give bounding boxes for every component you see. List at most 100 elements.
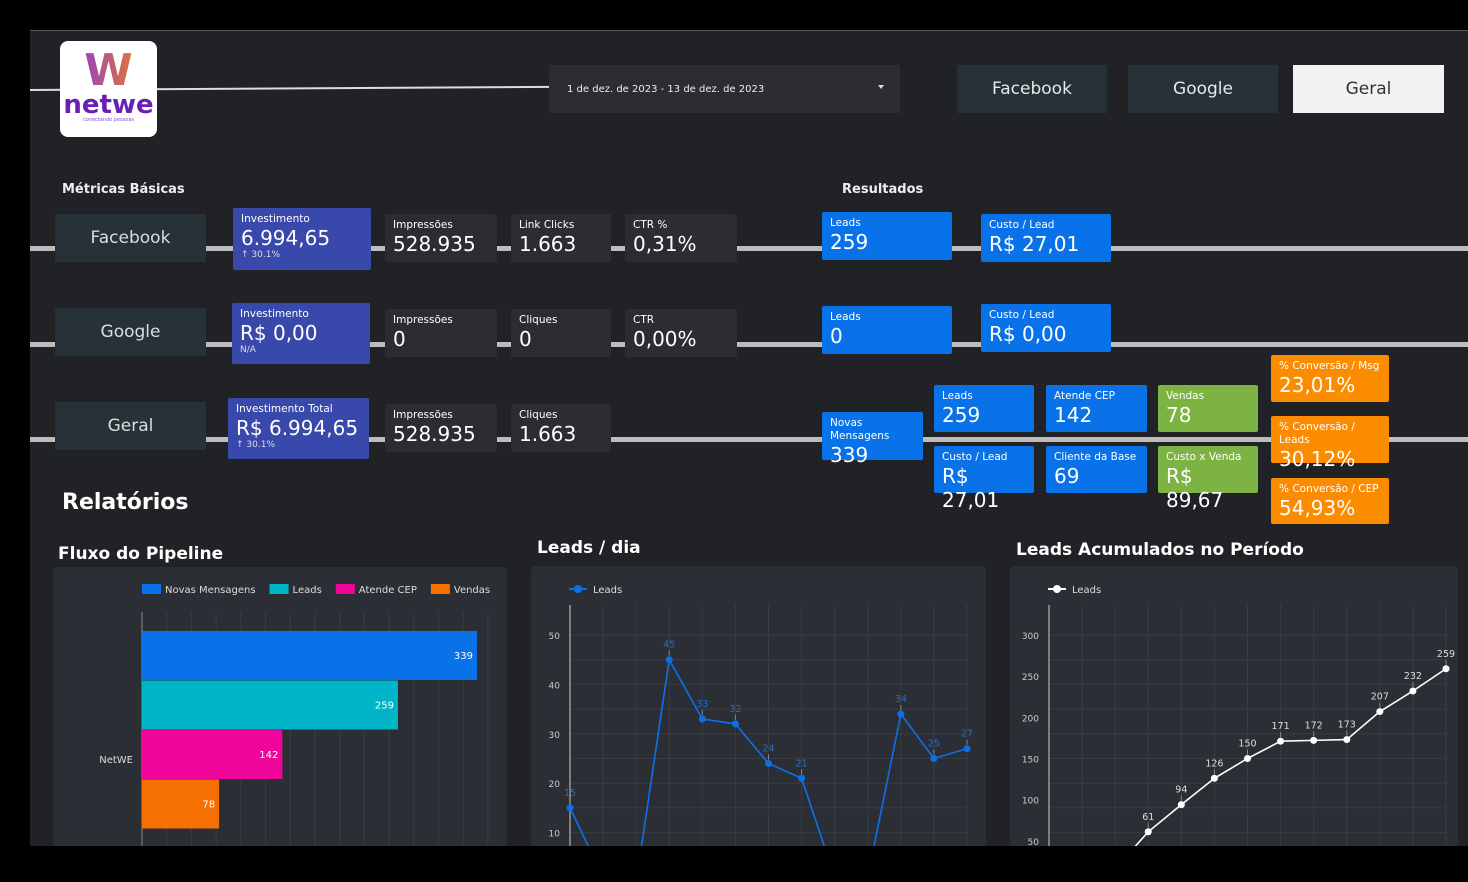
metric-card-facebook-ctr: CTR % 0,31% [625, 214, 737, 262]
data-point [765, 759, 772, 767]
data-point [698, 715, 706, 723]
legend-label: Novas Mensagens [165, 585, 256, 596]
metric-value: 23,01% [1279, 373, 1356, 397]
section-title-results: Resultados [842, 182, 924, 197]
metric-value: 54,93% [1279, 496, 1356, 520]
data-point [566, 804, 574, 812]
metric-card-geral-conv_cep: % Conversão / CEP 54,93% [1271, 478, 1389, 524]
metric-label: % Conversão / Leads [1279, 421, 1355, 446]
data-label: 61 [1142, 812, 1154, 823]
metric-label: Cliques [519, 314, 558, 326]
y-tick-label: 150 [1022, 756, 1039, 766]
data-label: 94 [1175, 785, 1187, 796]
metric-card-geral-clicks: Cliques 1.663 [511, 404, 611, 452]
y-tick-label: 10 [549, 830, 561, 840]
y-tick-label: 20 [549, 780, 561, 790]
data-label: 27 [961, 729, 973, 740]
data-point [1310, 736, 1318, 744]
legend-swatch [269, 584, 289, 594]
data-point [897, 710, 905, 718]
metric-value: 69 [1054, 464, 1080, 488]
metric-label: Cliente da Base [1054, 451, 1137, 463]
metric-label: Impressões [393, 409, 453, 421]
tab-geral[interactable]: Geral [1293, 65, 1444, 113]
row-label-google[interactable]: Google [55, 308, 206, 356]
metric-label: CTR [633, 314, 655, 326]
data-point [1343, 736, 1351, 744]
bar [142, 779, 220, 829]
metric-value: R$ 27,01 [989, 232, 1080, 256]
metric-label: % Conversão / Msg [1279, 360, 1380, 372]
tab-facebook[interactable]: Facebook [957, 65, 1107, 113]
data-label: 339 [454, 651, 473, 662]
data-point [798, 774, 806, 782]
legend-label: Vendas [454, 585, 490, 596]
metric-label: Custo x Venda [1166, 451, 1242, 463]
y-tick-label: 300 [1022, 632, 1039, 642]
metric-delta: N/A [240, 345, 256, 355]
metric-value: 0 [519, 327, 532, 351]
metric-label: Investimento Total [236, 403, 333, 415]
metric-value: 78 [1166, 403, 1192, 427]
data-point [731, 720, 739, 728]
data-label: 126 [1205, 758, 1223, 769]
metric-value: R$ 27,01 [942, 464, 1000, 512]
legend-label: Leads [1072, 585, 1101, 596]
metric-card-google-clicks: Cliques 0 [511, 309, 611, 357]
metric-value: R$ 0,00 [240, 321, 318, 345]
legend-label: Leads [293, 585, 322, 596]
legend-swatch [430, 584, 450, 594]
metric-card-google-impressions: Impressões 0 [385, 309, 497, 357]
data-label: 172 [1305, 720, 1323, 731]
date-range-value: 1 de dez. de 2023 - 13 de dez. de 2023 [567, 83, 765, 95]
metric-card-geral-conv_leads: % Conversão / Leads 30,12% [1271, 416, 1389, 471]
chevron-down-icon [878, 85, 884, 89]
metric-card-geral-cps: Custo x Venda R$ 89,67 [1158, 446, 1258, 512]
y-tick-label: 30 [549, 731, 561, 741]
y-tick-label: 100 [1022, 797, 1039, 807]
data-label: 78 [202, 800, 215, 811]
bar [142, 680, 398, 730]
data-point [1244, 755, 1251, 762]
tab-google[interactable]: Google [1128, 65, 1278, 113]
y-tick-label: 40 [549, 681, 561, 691]
data-label: 33 [696, 699, 708, 710]
metric-label: % Conversão / CEP [1279, 483, 1379, 495]
metric-label: Leads [830, 217, 861, 229]
metric-card-facebook-investment: Investimento 6.994,65 ↑ 30.1% [233, 208, 371, 270]
metric-label: Vendas [1166, 390, 1205, 402]
metric-card-geral-investment: Investimento Total R$ 6.994,65 ↑ 30.1% [228, 398, 369, 459]
metric-card-geral-base: Cliente da Base 69 [1046, 446, 1147, 493]
data-point [665, 656, 673, 664]
date-range-dropdown[interactable]: 1 de dez. de 2023 - 13 de dez. de 2023 [549, 65, 900, 113]
metric-value: 0,00% [633, 327, 697, 351]
row-label-facebook[interactable]: Facebook [55, 214, 206, 262]
metric-card-facebook-cpl: Custo / Lead R$ 27,01 [981, 214, 1111, 262]
section-title-basic: Métricas Básicas [62, 182, 185, 197]
metric-card-geral-cep: Atende CEP 142 [1046, 385, 1147, 432]
chart-title-leads-day: Leads / dia [537, 538, 641, 558]
data-label: 142 [259, 750, 278, 761]
metric-label: Impressões [393, 219, 453, 231]
metric-value: 528.935 [393, 422, 476, 446]
bar [142, 631, 477, 680]
metric-value: 528.935 [393, 232, 476, 256]
metric-label: Atende CEP [1054, 390, 1115, 402]
metric-value: 1.663 [519, 422, 577, 446]
data-point [963, 745, 971, 753]
row-label-geral[interactable]: Geral [55, 402, 206, 450]
metric-card-google-leads: Leads 0 [822, 306, 952, 354]
metric-card-geral-impressions: Impressões 528.935 [385, 404, 497, 452]
metric-card-geral-msgs: Novas Mensagens 339 [822, 412, 923, 467]
data-label: 173 [1338, 720, 1356, 731]
legend-marker [1053, 585, 1061, 593]
leads-day-chart-panel: 1020304050Leads1510453332242111342527 [531, 566, 986, 846]
metric-label: Investimento [241, 213, 310, 225]
metric-label: Custo / Lead [989, 219, 1055, 231]
metric-value: 259 [830, 230, 869, 254]
pipeline-chart-panel: Novas Mensagens 339 Leads 259 Atende CEP 142 V… [53, 567, 507, 846]
data-point [1409, 687, 1417, 695]
metric-value: 259 [942, 403, 981, 427]
